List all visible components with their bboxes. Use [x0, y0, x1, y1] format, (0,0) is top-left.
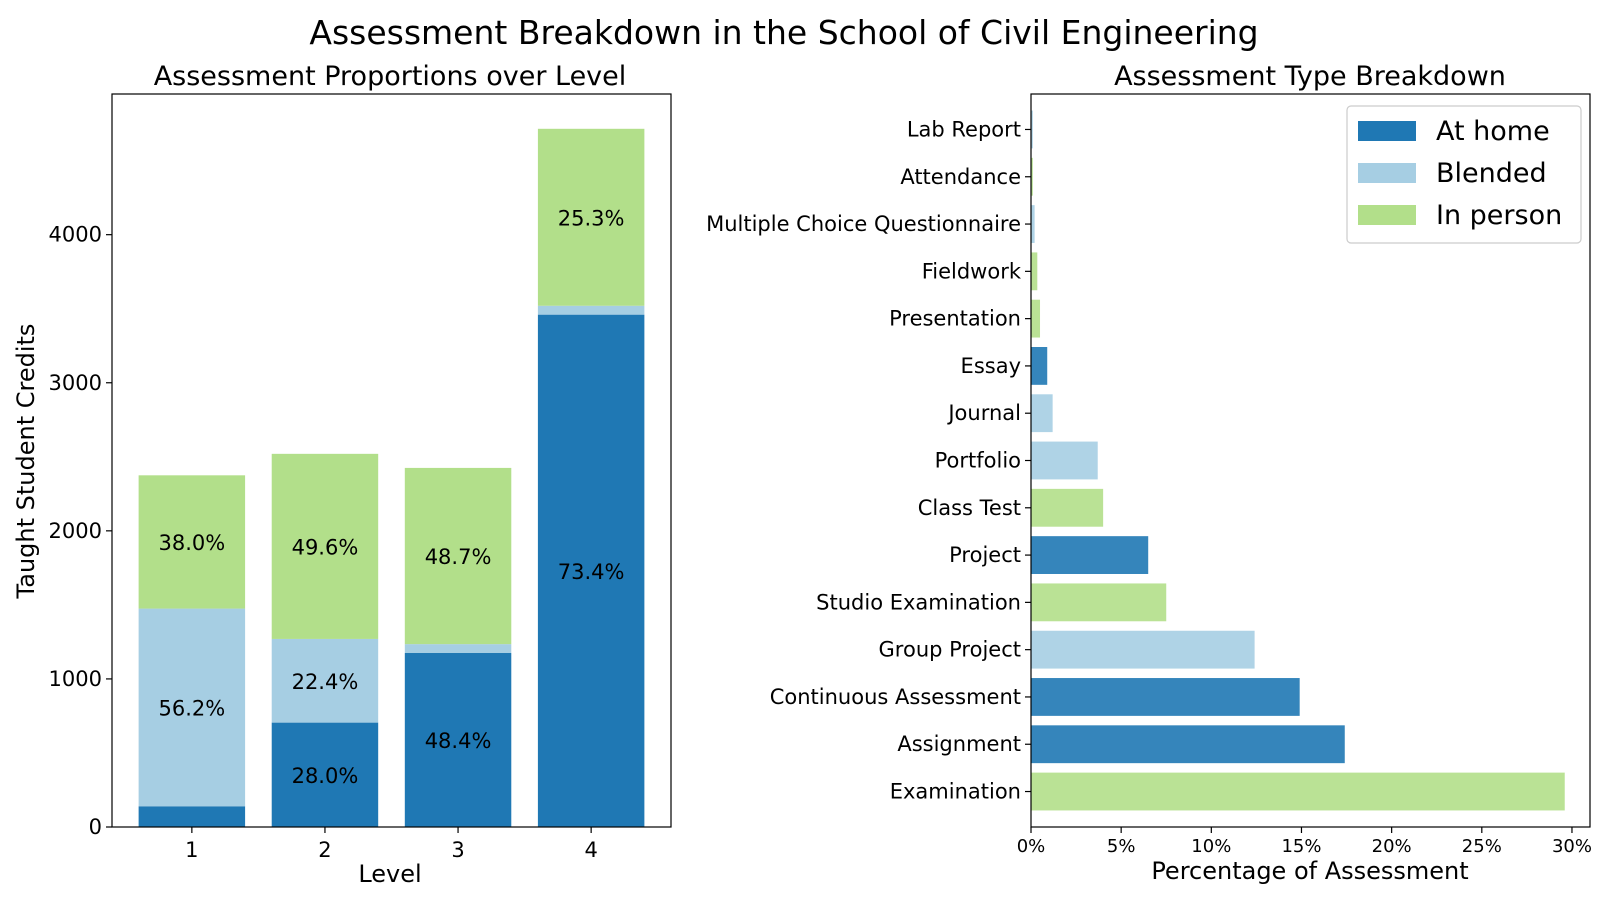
left-ticks: 1 2 3 4 0 1000 2000 3000 4000	[49, 223, 598, 862]
category-label-lab-report: Lab Report	[907, 117, 1021, 141]
category-label-presentation: Presentation	[889, 307, 1021, 331]
category-label-multiple-choice-questionnaire: Multiple Choice Questionnaire	[706, 212, 1021, 236]
bar-multiple-choice-questionnaire	[1031, 205, 1035, 243]
bar-level-4-blended	[537, 305, 645, 315]
bar-level-1-blended	[138, 608, 246, 807]
y-tick-label: 1000	[49, 667, 102, 691]
bar-level-4-in-person	[537, 128, 645, 306]
legend-swatch-in-person	[1358, 205, 1416, 225]
bar-studio-examination	[1031, 583, 1167, 622]
bar-level-2-in-person	[271, 453, 379, 639]
legend-label-in-person: In person	[1436, 200, 1562, 231]
bar-examination	[1031, 772, 1565, 811]
data-label-level-4-at-home: 73.4%	[558, 560, 625, 584]
right-chart-title: Assessment Type Breakdown	[1114, 61, 1506, 92]
category-label-essay: Essay	[961, 354, 1021, 378]
data-label-level-2-at-home: 28.0%	[292, 764, 359, 788]
bar-level-2-blended	[271, 638, 379, 723]
left-x-axis-label: Level	[358, 860, 421, 888]
category-label-assignment: Assignment	[897, 732, 1021, 756]
data-label-level-3-at-home: 48.4%	[425, 729, 492, 753]
legend-label-blended: Blended	[1436, 158, 1547, 189]
right-x-axis-label: Percentage of Assessment	[1151, 857, 1468, 885]
bar-essay	[1031, 347, 1048, 385]
x-tick-label: 25%	[1462, 836, 1502, 857]
data-label-level-2-blended: 22.4%	[292, 670, 359, 694]
x-tick-label: 4	[584, 838, 597, 862]
figure-title: Assessment Breakdown in the School of Ci…	[309, 13, 1258, 52]
y-tick-label: 0	[89, 815, 102, 839]
x-tick-label: 20%	[1372, 836, 1412, 857]
bar-level-2-at-home	[271, 722, 379, 827]
bar-class-test	[1031, 488, 1104, 527]
bar-journal	[1031, 394, 1053, 433]
bar-level-1-at-home	[138, 806, 246, 827]
right-bars	[1031, 110, 1565, 811]
x-tick-label: 5%	[1107, 836, 1136, 857]
category-label-class-test: Class Test	[918, 496, 1021, 520]
y-tick-label: 2000	[49, 519, 102, 543]
x-tick-label: 10%	[1191, 836, 1231, 857]
y-tick-label: 3000	[49, 371, 102, 395]
x-tick-label: 0%	[1017, 836, 1046, 857]
data-label-level-3-in-person: 48.7%	[425, 545, 492, 569]
x-tick-label: 3	[451, 838, 464, 862]
bar-project	[1031, 536, 1149, 574]
category-label-examination: Examination	[890, 780, 1021, 804]
left-chart-title: Assessment Proportions over Level	[154, 61, 627, 92]
bar-level-4-at-home	[537, 314, 645, 827]
legend: At home Blended In person	[1346, 105, 1582, 244]
bar-group-project	[1031, 630, 1255, 669]
bar-fieldwork	[1031, 252, 1038, 291]
level-stacked-bar-chart: Assessment Proportions over Level Level …	[12, 61, 672, 888]
bar-lab-report	[1031, 110, 1033, 149]
category-label-fieldwork: Fieldwork	[922, 259, 1022, 283]
right-ticks: Lab Report Attendance Multiple Choice Ques…	[706, 117, 1592, 857]
data-label-level-1-blended: 56.2%	[159, 696, 226, 720]
legend-swatch-at-home	[1358, 121, 1416, 141]
left-data-labels: 56.2% 38.0% 28.0% 22.4% 49.6% 48.4% 48.7% 73.4%…	[159, 206, 625, 788]
assessment-type-bar-chart: Assessment Type Breakdown Percentage of …	[706, 61, 1592, 885]
x-tick-label: 2	[318, 838, 331, 862]
category-label-continuous-assessment: Continuous Assessment	[770, 685, 1021, 709]
left-plot-frame	[111, 93, 672, 828]
x-tick-label: 30%	[1552, 836, 1592, 857]
data-label-level-4-in-person: 25.3%	[558, 206, 625, 230]
bar-continuous-assessment	[1031, 678, 1300, 716]
bar-level-3-at-home	[404, 653, 512, 827]
bar-presentation	[1031, 299, 1041, 338]
legend-swatch-blended	[1358, 163, 1416, 183]
bar-assignment	[1031, 725, 1345, 764]
data-label-level-1-in-person: 38.0%	[159, 531, 226, 555]
bar-level-3-in-person	[404, 467, 512, 645]
data-label-level-2-in-person: 49.6%	[292, 535, 359, 559]
bar-attendance	[1031, 157, 1033, 196]
x-tick-label: 1	[185, 838, 198, 862]
x-tick-label: 15%	[1281, 836, 1321, 857]
bar-level-1-in-person	[138, 475, 246, 609]
category-label-journal: Journal	[946, 401, 1021, 425]
category-label-project: Project	[949, 543, 1021, 567]
category-label-studio-examination: Studio Examination	[816, 590, 1021, 614]
left-bars	[138, 128, 645, 827]
bar-portfolio	[1031, 441, 1098, 480]
left-y-axis-label: Taught Student Credits	[12, 324, 40, 600]
bar-level-3-blended	[404, 644, 512, 653]
category-label-portfolio: Portfolio	[935, 449, 1021, 473]
legend-label-at-home: At home	[1436, 116, 1550, 147]
y-tick-label: 4000	[49, 223, 102, 247]
category-label-attendance: Attendance	[900, 165, 1021, 189]
right-plot-frame	[1030, 93, 1591, 828]
category-label-group-project: Group Project	[879, 638, 1021, 662]
